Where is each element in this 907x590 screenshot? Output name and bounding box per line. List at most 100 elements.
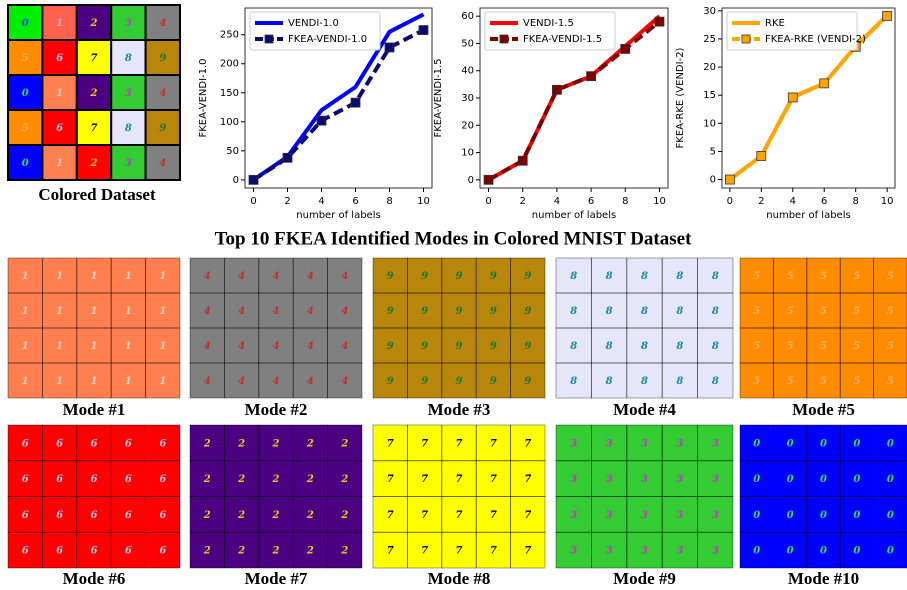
y-tick-label: 30 xyxy=(461,93,474,104)
mode-label: Mode #1 xyxy=(63,400,126,419)
mode-digit: 5 xyxy=(787,341,794,352)
mode-digit: 1 xyxy=(159,271,166,282)
mode-cell xyxy=(591,460,628,497)
y-tick-label: 30 xyxy=(703,6,716,17)
mode-digit: 2 xyxy=(306,546,314,557)
mode-digit: 1 xyxy=(56,341,63,352)
mode-digit: 3 xyxy=(676,546,683,557)
mode-digit: 3 xyxy=(712,438,719,449)
mode-digit: 9 xyxy=(456,271,463,282)
mode-cell xyxy=(42,424,78,462)
y-tick-label: 0 xyxy=(468,175,474,186)
mode-cell xyxy=(441,496,477,533)
mode-digit: 3 xyxy=(641,546,648,557)
mode-digit: 9 xyxy=(524,271,531,282)
mode-cell xyxy=(189,460,225,497)
x-tick-label: 2 xyxy=(284,196,290,207)
mode-cell xyxy=(7,257,43,294)
mode-digit: 7 xyxy=(524,510,531,521)
mode-cell xyxy=(773,327,808,364)
y-tick-label: 10 xyxy=(703,118,716,129)
mode-cell xyxy=(441,327,477,364)
mode-digit: 5 xyxy=(853,376,860,387)
dataset-digit: 7 xyxy=(91,123,98,134)
mode-cell xyxy=(555,257,592,294)
mode-digit: 0 xyxy=(853,438,860,449)
mode-cell xyxy=(626,362,663,399)
mode-digit: 2 xyxy=(203,474,211,485)
x-tick-label: 10 xyxy=(653,196,666,207)
mode-digit: 2 xyxy=(203,510,211,521)
x-tick-label: 10 xyxy=(417,196,430,207)
mode-grid xyxy=(556,425,733,568)
mode-digit: 7 xyxy=(490,474,497,485)
mode-cell xyxy=(661,460,699,497)
mode-cell xyxy=(626,327,663,364)
mode-cell xyxy=(327,362,363,399)
mode-digit: 6 xyxy=(159,438,166,449)
mode-digit: 0 xyxy=(753,438,760,449)
mode-digit: 8 xyxy=(606,341,613,352)
mode-cell xyxy=(258,327,294,364)
series-marker xyxy=(282,152,293,163)
mode-digit: 6 xyxy=(56,438,63,449)
dataset-digit: 9 xyxy=(159,53,166,64)
mode-cell xyxy=(441,460,477,497)
mode-digit: 4 xyxy=(204,306,211,317)
mode-cell xyxy=(258,424,294,462)
dataset-digit: 5 xyxy=(22,123,29,134)
mode-cell xyxy=(626,496,663,533)
mode-digit: 6 xyxy=(22,510,29,521)
mode-cell xyxy=(258,460,294,497)
mode-grid xyxy=(740,258,907,398)
dataset-digit: 1 xyxy=(56,158,63,169)
mode-cell xyxy=(591,257,628,294)
mode-cell xyxy=(110,424,146,462)
dataset-caption: Colored Dataset xyxy=(38,185,156,204)
mode-digit: 6 xyxy=(159,474,166,485)
mode-grid xyxy=(8,258,180,398)
mode-digit: 0 xyxy=(753,546,760,557)
mode-digit: 9 xyxy=(490,306,497,317)
y-tick-label: 150 xyxy=(220,88,239,99)
x-tick-label: 0 xyxy=(485,196,491,207)
mode-cell xyxy=(223,327,260,364)
legend-label: RKE xyxy=(765,18,785,29)
dataset-cell xyxy=(144,109,182,146)
mode-digit: 8 xyxy=(570,271,577,282)
mode-grid xyxy=(740,425,907,568)
mode-digit: 5 xyxy=(853,341,860,352)
x-tick-label: 4 xyxy=(318,196,324,207)
dataset-digit: 2 xyxy=(90,18,98,29)
mode-cell xyxy=(839,292,875,329)
x-axis-label: number of labels xyxy=(296,210,380,221)
mode-cell xyxy=(739,327,774,364)
mode-cell xyxy=(372,531,408,569)
mode-digit: 3 xyxy=(676,510,683,521)
mode-cell xyxy=(372,424,408,462)
mode-cell xyxy=(110,531,146,569)
legend-label: FKEA-VENDI-1.5 xyxy=(523,34,602,45)
mode-cell xyxy=(76,531,112,569)
mode-digit: 2 xyxy=(340,474,348,485)
mode-digit: 7 xyxy=(387,546,394,557)
series-marker xyxy=(819,78,830,89)
dataset-cell xyxy=(75,39,113,76)
mode-label: Mode #10 xyxy=(788,569,859,588)
x-tick-label: 10 xyxy=(881,196,894,207)
mode-digit: 6 xyxy=(159,510,166,521)
mode-cell xyxy=(406,496,443,533)
mode-digit: 2 xyxy=(306,438,314,449)
mode-cell xyxy=(189,531,225,569)
mode-digit: 4 xyxy=(307,376,314,387)
series-marker xyxy=(483,174,494,185)
mode-digit: 8 xyxy=(712,306,719,317)
mode-digit: 4 xyxy=(204,341,211,352)
mode-cell xyxy=(555,327,592,364)
mode-cell xyxy=(76,327,112,364)
dataset-cell xyxy=(75,144,113,181)
mode-digit: 2 xyxy=(237,510,245,521)
mode-cell xyxy=(839,327,875,364)
mode-cell xyxy=(258,292,294,329)
